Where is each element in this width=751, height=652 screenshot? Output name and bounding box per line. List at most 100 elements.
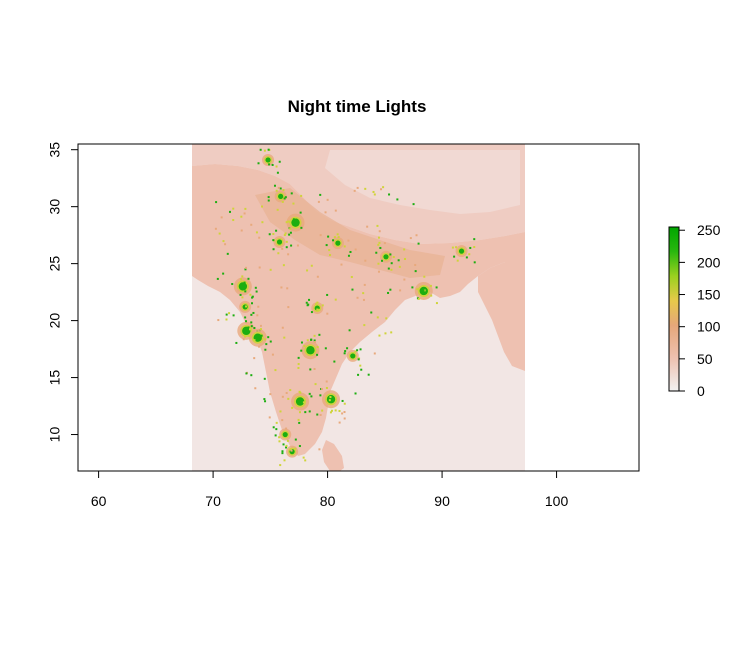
raster-plateau xyxy=(325,150,520,214)
light-speck xyxy=(469,246,472,249)
town-light xyxy=(287,253,290,256)
town-light xyxy=(423,275,426,278)
light-speck xyxy=(294,438,297,441)
light-speck xyxy=(329,254,332,257)
raster-east-landmass xyxy=(478,262,525,371)
town-light xyxy=(348,329,351,332)
light-speck xyxy=(290,192,293,195)
light-speck xyxy=(343,245,346,248)
town-light xyxy=(403,248,406,251)
light-spot xyxy=(265,157,271,163)
light-speck xyxy=(328,249,331,252)
light-speck xyxy=(248,334,251,337)
light-speck xyxy=(285,240,288,243)
light-speck xyxy=(390,268,393,271)
light-speck xyxy=(397,259,400,262)
x-tick-label: 80 xyxy=(320,493,336,509)
town-light xyxy=(310,264,313,267)
town-light xyxy=(377,236,380,239)
light-speck xyxy=(455,246,458,249)
x-tick-label: 60 xyxy=(91,493,107,509)
light-speck xyxy=(282,189,285,192)
light-speck xyxy=(241,275,244,278)
town-light xyxy=(316,275,319,278)
town-light xyxy=(220,216,223,219)
light-spot xyxy=(282,431,288,438)
light-speck xyxy=(284,196,287,199)
town-light xyxy=(281,326,284,329)
light-speck xyxy=(473,245,476,248)
legend-tick-label: 250 xyxy=(697,222,721,238)
chart-title: Night time Lights xyxy=(288,97,427,116)
town-light xyxy=(343,417,346,420)
light-speck xyxy=(279,464,282,467)
town-light xyxy=(334,409,337,412)
town-light xyxy=(222,240,225,243)
light-speck xyxy=(255,290,258,293)
light-speck xyxy=(284,232,287,235)
light-speck xyxy=(315,303,318,306)
town-light xyxy=(287,306,290,309)
town-light xyxy=(392,255,395,258)
town-light xyxy=(298,445,301,448)
town-light xyxy=(357,373,360,376)
light-speck xyxy=(297,222,300,225)
town-light xyxy=(271,353,274,356)
town-light xyxy=(414,263,417,266)
light-speck xyxy=(423,289,426,292)
town-light xyxy=(338,421,341,424)
town-light xyxy=(263,377,266,380)
light-speck xyxy=(251,295,254,298)
light-speck xyxy=(302,456,305,459)
town-light xyxy=(309,368,312,371)
town-light xyxy=(404,258,407,261)
light-speck xyxy=(451,246,454,249)
town-light xyxy=(377,262,380,265)
light-speck xyxy=(260,334,263,337)
y-tick-label: 15 xyxy=(47,370,63,386)
light-speck xyxy=(375,251,378,254)
town-light xyxy=(258,236,261,239)
town-light xyxy=(356,296,359,299)
light-spot xyxy=(238,282,248,291)
town-light xyxy=(403,278,406,281)
light-spot xyxy=(335,240,341,246)
town-light xyxy=(334,209,337,212)
light-speck xyxy=(390,262,393,265)
light-speck xyxy=(273,184,276,187)
light-speck xyxy=(272,426,275,429)
light-speck xyxy=(349,250,352,253)
light-speck xyxy=(286,439,289,442)
legend: 0 50 100 150 200 250 xyxy=(668,222,721,399)
town-light xyxy=(385,317,388,320)
light-speck xyxy=(297,356,300,359)
light-speck xyxy=(254,286,257,289)
light-speck xyxy=(316,301,319,304)
legend-tick-label: 0 xyxy=(697,383,705,399)
town-light xyxy=(214,227,217,230)
town-light xyxy=(300,226,303,229)
town-light xyxy=(319,234,322,237)
light-speck xyxy=(244,316,247,319)
y-tick-label: 20 xyxy=(47,313,63,329)
light-speck xyxy=(308,410,311,413)
light-speck xyxy=(247,326,250,329)
town-light xyxy=(281,200,284,203)
town-light xyxy=(380,188,383,191)
light-speck xyxy=(232,314,235,317)
town-light xyxy=(274,369,277,372)
town-light xyxy=(363,324,366,327)
town-light xyxy=(260,205,263,208)
legend-tick-label: 100 xyxy=(697,319,721,335)
x-tick-label: 90 xyxy=(434,493,450,509)
town-light xyxy=(216,277,219,280)
legend-colorbar xyxy=(668,226,680,392)
town-light xyxy=(281,247,284,250)
town-light xyxy=(340,263,343,266)
light-speck xyxy=(300,341,303,344)
town-light xyxy=(313,367,316,370)
light-speck xyxy=(287,220,290,223)
light-speck xyxy=(263,149,266,152)
town-light xyxy=(245,372,248,375)
